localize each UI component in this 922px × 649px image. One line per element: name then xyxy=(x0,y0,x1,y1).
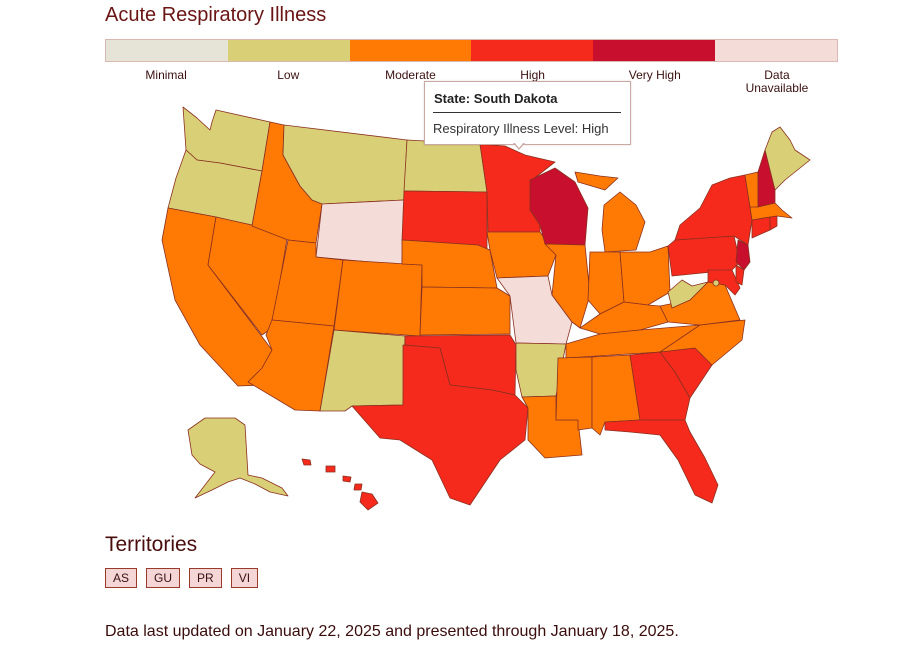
legend-swatch-unavailable xyxy=(715,40,837,61)
territory-button-gu[interactable]: GU xyxy=(146,568,181,588)
state-tooltip: State: South Dakota Respiratory Illness … xyxy=(424,81,631,150)
legend-swatch-high xyxy=(471,40,594,61)
territories-heading: Territories xyxy=(105,533,198,556)
state-wyoming[interactable] xyxy=(315,199,405,266)
state-dc[interactable] xyxy=(712,279,720,287)
legend-label: Minimal xyxy=(145,68,187,82)
legend-swatch-moderate xyxy=(349,40,472,61)
legend-label: Moderate xyxy=(385,68,436,82)
state-new-jersey[interactable] xyxy=(735,239,751,271)
tooltip-state-name: State: South Dakota xyxy=(434,91,558,106)
data-updated-note: Data last updated on January 22, 2025 an… xyxy=(105,623,679,640)
legend-swatch-very-high xyxy=(593,40,716,61)
tooltip-arrow xyxy=(513,142,525,150)
state-connecticut[interactable] xyxy=(751,216,771,239)
legend-bar xyxy=(105,39,838,62)
state-ohio[interactable] xyxy=(619,245,671,306)
legend-swatch-minimal xyxy=(106,40,228,61)
state-maine[interactable] xyxy=(764,126,811,191)
territory-button-vi[interactable]: VI xyxy=(230,568,259,588)
state-louisiana[interactable] xyxy=(521,395,583,459)
state-new-mexico[interactable] xyxy=(319,329,406,412)
state-florida[interactable] xyxy=(604,419,719,504)
state-mississippi[interactable] xyxy=(555,356,593,431)
legend-swatch-low xyxy=(227,40,350,61)
legend-label: Low xyxy=(277,68,300,82)
state-rhode-island[interactable] xyxy=(769,215,778,231)
territories-buttons: AS GU PR VI xyxy=(105,568,259,588)
state-illinois[interactable] xyxy=(544,243,591,329)
state-new-hampshire[interactable] xyxy=(757,149,776,208)
tooltip-divider xyxy=(433,112,621,113)
legend: Minimal Low Moderate High Very High Data… xyxy=(105,39,838,99)
state-massachusetts[interactable] xyxy=(749,202,793,221)
state-hawaii[interactable] xyxy=(301,458,379,511)
state-missouri[interactable] xyxy=(496,275,573,345)
state-michigan[interactable] xyxy=(574,171,646,253)
legend-label: High xyxy=(520,68,545,82)
state-new-york[interactable] xyxy=(674,174,753,246)
legend-label: Data Unavailable xyxy=(745,68,809,95)
state-delaware[interactable] xyxy=(735,264,745,286)
state-alaska[interactable] xyxy=(187,417,289,499)
territory-button-pr[interactable]: PR xyxy=(189,568,222,588)
tooltip-level: Respiratory Illness Level: High xyxy=(433,121,609,136)
map-title: Acute Respiratory Illness xyxy=(105,4,327,26)
legend-label: Very High xyxy=(628,68,681,82)
state-arizona[interactable] xyxy=(247,319,335,412)
state-north-dakota[interactable] xyxy=(403,139,488,193)
state-colorado[interactable] xyxy=(333,259,423,337)
territory-button-as[interactable]: AS xyxy=(105,568,138,588)
state-kansas[interactable] xyxy=(419,286,511,336)
state-texas[interactable] xyxy=(351,344,529,506)
state-maryland[interactable] xyxy=(707,269,741,296)
